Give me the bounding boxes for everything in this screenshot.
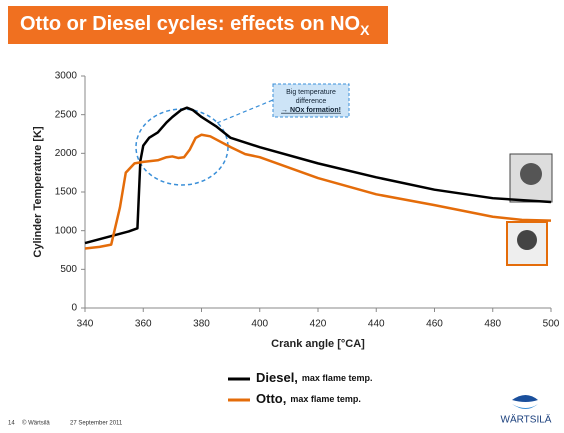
y-tick-label: 3000	[55, 71, 78, 82]
y-tick-label: 0	[71, 303, 77, 314]
y-axis-label: Cylinder Temperature [K]	[32, 126, 44, 258]
x-tick-label: 420	[310, 319, 327, 330]
logo-mark	[512, 404, 538, 409]
highlight-circle	[136, 109, 228, 185]
annotation-line: difference	[296, 98, 327, 105]
series-line	[85, 135, 551, 249]
annotation-line: → NOx formation!	[281, 107, 341, 114]
x-tick-label: 340	[77, 319, 94, 330]
series-line	[85, 108, 551, 243]
x-tick-label: 380	[193, 319, 210, 330]
slide: Otto or Diesel cycles: effects on NOX Cr…	[0, 0, 564, 433]
legend-note: max flame temp.	[302, 373, 373, 383]
x-tick-label: 500	[543, 319, 560, 330]
footer-copyright: © Wärtsilä	[22, 420, 50, 427]
y-tick-label: 1000	[55, 225, 78, 236]
portrait-face	[517, 230, 537, 250]
annotation-connector	[217, 100, 273, 123]
y-tick-label: 2000	[55, 148, 78, 159]
chart-title: Otto or Diesel cycles: effects on NOX	[20, 13, 370, 37]
x-axis-label: Crank angle [°CA]	[271, 338, 365, 350]
y-tick-label: 2500	[55, 109, 78, 120]
legend-name: Diesel,	[256, 370, 298, 385]
x-tick-label: 480	[484, 319, 501, 330]
title-subscript: X	[360, 22, 370, 38]
footer-page: 14	[8, 421, 15, 427]
legend-note: max flame temp.	[290, 394, 361, 404]
legend-entry: Diesel, max flame temp.	[256, 370, 372, 385]
footer-date: 27 September 2011	[70, 421, 123, 427]
annotation-line: Big temperature	[286, 89, 336, 96]
y-tick-label: 500	[60, 264, 77, 275]
legend-entry: Otto, max flame temp.	[256, 391, 361, 406]
x-tick-label: 440	[368, 319, 385, 330]
x-tick-label: 360	[135, 319, 152, 330]
y-tick-label: 1500	[55, 187, 78, 198]
x-tick-label: 400	[251, 319, 268, 330]
logo-text: WÄRTSILÄ	[501, 414, 552, 426]
x-tick-label: 460	[426, 319, 443, 330]
logo-mark	[512, 395, 538, 402]
portrait-face	[520, 163, 542, 185]
title-main: Otto or Diesel cycles: effects on NO	[20, 13, 360, 35]
legend-name: Otto,	[256, 391, 286, 406]
